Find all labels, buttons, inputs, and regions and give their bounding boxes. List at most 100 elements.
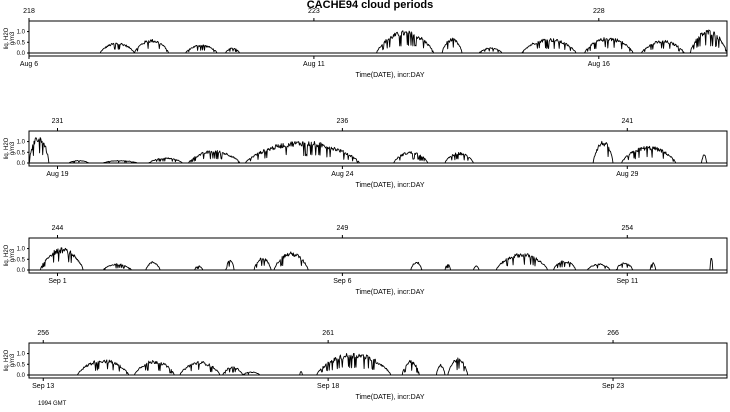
panel-3: 0.0 0.5 1.0 liq. H2O g/m3 244 249 254 Sep 1 Sep 6…	[4, 225, 728, 296]
cloud-trace	[435, 363, 446, 376]
cloud-trace	[148, 157, 184, 164]
cloud-trace	[133, 360, 175, 376]
top-tick-label: 228	[593, 8, 605, 15]
top-tick-label: 218	[23, 8, 35, 15]
cloud-trace	[584, 37, 634, 54]
panel-4: 0.0 0.5 1.0 liq. H2O g/m3 256 261 266 Sep 13 Sep …	[4, 330, 728, 401]
plot-frame	[28, 130, 728, 167]
panel-1: 0.0 0.5 1.0 liq. H2O g/m3 218 223 228 Aug 6 Aug 1…	[4, 8, 728, 79]
bottom-tick-label: Sep 18	[317, 383, 339, 390]
y-tick-label: 1.0	[17, 30, 26, 36]
cloud-trace	[222, 366, 244, 376]
top-tick-label: 244	[52, 225, 64, 232]
cloud-trace	[444, 151, 474, 164]
cloud-trace	[552, 260, 577, 271]
y-tick-label: 1.0	[17, 247, 26, 253]
cloud-trace	[700, 154, 708, 164]
y-tick-label: 0.5	[17, 150, 26, 156]
bottom-tick-label: Sep 23	[602, 383, 624, 390]
y-tick-label: 1.0	[17, 140, 26, 146]
cloud-trace	[133, 38, 170, 54]
bottom-tick-label: Aug 6	[20, 61, 38, 68]
cloud-trace	[99, 42, 135, 54]
y-axis-label: g/m3	[10, 353, 16, 367]
cloud-trace	[709, 257, 714, 271]
y-axis-label: liq. H2O	[4, 349, 10, 371]
cloud-trace	[621, 145, 677, 164]
cloud-trace	[225, 259, 235, 271]
x-axis-label: Time(DATE), incr:DAY	[355, 394, 424, 401]
top-tick-label: 266	[607, 330, 619, 337]
y-tick-label: 0.5	[17, 257, 26, 263]
cloud-trace	[179, 361, 221, 376]
cloud-trace	[253, 257, 272, 271]
cloud-trace	[225, 47, 241, 54]
cloud-trace	[478, 47, 503, 54]
cloud-trace	[689, 29, 728, 54]
x-axis-label: Time(DATE), incr:DAY	[355, 182, 424, 189]
cloud-trace	[316, 352, 392, 376]
bottom-tick-label: Aug 16	[588, 61, 610, 68]
cloud-trace	[28, 137, 50, 164]
y-axis-label: liq. H2O	[4, 137, 10, 159]
cloud-trace	[401, 359, 420, 376]
top-tick-label: 254	[621, 225, 633, 232]
cloud-trace	[39, 247, 84, 271]
plot-frame	[28, 342, 728, 379]
cloud-trace	[441, 37, 463, 54]
cloud-trace	[102, 263, 132, 271]
bottom-tick-label: Aug 29	[616, 171, 638, 178]
x-axis-label: Time(DATE), incr:DAY	[355, 72, 424, 79]
y-axis-label: g/m3	[10, 31, 16, 45]
cloud-trace	[495, 253, 548, 271]
cloud-trace	[145, 261, 161, 271]
top-tick-label: 241	[621, 118, 633, 125]
bottom-tick-label: Sep 6	[333, 278, 351, 285]
y-tick-label: 0.0	[17, 51, 26, 57]
cloud-trace	[615, 262, 634, 271]
y-tick-label: 0.5	[17, 40, 26, 46]
top-tick-label: 231	[52, 118, 64, 125]
bottom-tick-label: Aug 11	[303, 61, 325, 68]
cloud-trace	[299, 371, 303, 376]
cloud-trace	[410, 261, 423, 271]
cloud-trace	[393, 151, 429, 164]
plot-frame	[28, 237, 728, 274]
cloud-trace	[68, 160, 90, 164]
top-tick-label: 256	[37, 330, 49, 337]
cloud-trace	[376, 30, 435, 54]
top-tick-label: 236	[337, 118, 349, 125]
cloud-trace	[242, 371, 261, 376]
y-tick-label: 0.0	[17, 268, 26, 274]
figure-title: CACHE94 cloud periods	[307, 0, 434, 11]
cloud-trace	[245, 140, 360, 164]
top-tick-label: 223	[308, 8, 320, 15]
top-tick-label: 249	[337, 225, 349, 232]
y-tick-label: 0.5	[17, 362, 26, 368]
y-tick-label: 0.0	[17, 161, 26, 167]
bottom-tick-label: Aug 24	[331, 171, 353, 178]
cloud-trace	[447, 357, 469, 376]
cloud-trace	[592, 140, 614, 164]
plot-frame	[28, 20, 728, 57]
y-axis-label: liq. H2O	[4, 244, 10, 266]
cloud-trace	[641, 39, 685, 54]
cloud-trace	[185, 44, 218, 54]
cloud-trace	[188, 150, 241, 164]
cloud-trace	[77, 359, 130, 376]
top-tick-label: 261	[322, 330, 334, 337]
cloud-trace	[444, 264, 452, 271]
y-axis-label: g/m3	[10, 141, 16, 155]
cloud-trace	[521, 38, 577, 54]
y-tick-label: 0.0	[17, 373, 26, 379]
bottom-tick-label: Aug 19	[46, 171, 68, 178]
cloud-trace	[273, 251, 309, 271]
cloud-trace	[472, 265, 480, 271]
y-tick-label: 1.0	[17, 352, 26, 358]
figure-footnote: 1994 GMT	[38, 401, 67, 407]
x-axis-label: Time(DATE), incr:DAY	[355, 289, 424, 296]
bottom-tick-label: Sep 13	[32, 383, 54, 390]
y-axis-label: g/m3	[10, 248, 16, 262]
